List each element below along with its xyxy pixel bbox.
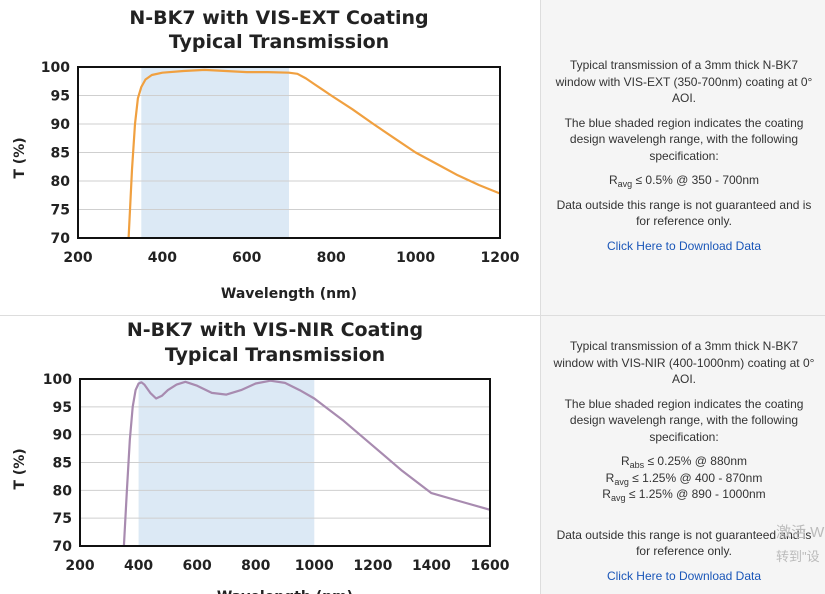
plot-frame	[77, 66, 501, 239]
chart-subtitle: Typical Transmission	[169, 31, 389, 53]
x-tick-label: 1600	[471, 558, 510, 574]
y-axis-label: T (%)	[12, 137, 28, 178]
x-tick-label: 200	[65, 558, 94, 574]
x-tick-label: 400	[148, 250, 177, 266]
description-shading-note: The blue shaded region indicates the coa…	[564, 115, 804, 163]
spec-subscript: avg	[617, 179, 633, 189]
y-tick-label: 85	[53, 456, 72, 472]
spec-line: Rabs ≤ 0.25% @ 880nm	[549, 453, 819, 470]
y-tick-label: 70	[53, 539, 73, 555]
spec-line: Ravg ≤ 1.25% @ 890 - 1000nm	[549, 486, 819, 503]
y-tick-label: 90	[53, 428, 73, 444]
x-tick-label: 600	[183, 558, 212, 574]
y-tick-label: 80	[53, 483, 73, 499]
y-tick-label: 85	[51, 146, 70, 162]
chart-row-vis-ext: N-BK7 with VIS-EXT Coating Typical Transm…	[0, 0, 825, 316]
x-tick-label: 1400	[412, 558, 451, 574]
description-intro: Typical transmission of a 3mm thick N-BK…	[555, 58, 813, 105]
x-tick-label: 1200	[481, 250, 520, 266]
x-tick-label: 1000	[396, 250, 435, 266]
y-tick-label: 80	[51, 174, 71, 190]
description-disclaimer: Data outside this range is not guarantee…	[556, 197, 812, 229]
x-tick-label: 1000	[295, 558, 334, 574]
watermark-line-2: 转到"设	[776, 549, 820, 564]
x-tick-label: 400	[124, 558, 153, 574]
y-tick-label: 90	[51, 117, 71, 133]
download-data-link[interactable]: Click Here to Download Data	[606, 238, 762, 253]
y-tick-label: 100	[41, 60, 70, 76]
x-axis-label: Wavelength (nm)	[221, 286, 357, 302]
chart-row-vis-nir: N-BK7 with VIS-NIR Coating Typical Transm…	[0, 316, 825, 594]
spec-line: Ravg ≤ 1.25% @ 400 - 870nm	[549, 470, 819, 487]
description-intro: Typical transmission of a 3mm thick N-BK…	[553, 339, 815, 386]
spec-value: ≤ 1.25% @ 890 - 1000nm	[628, 487, 766, 501]
spec-symbol: R	[605, 470, 615, 485]
spec-subscript: avg	[610, 493, 626, 503]
chart-cell-vis-ext: N-BK7 with VIS-EXT Coating Typical Transm…	[0, 0, 540, 316]
vis-nir-transmission-chart: N-BK7 with VIS-NIR Coating Typical Transm…	[12, 319, 510, 594]
download-data-link[interactable]: Click Here to Download Data	[606, 568, 762, 583]
y-tick-label: 75	[53, 511, 72, 527]
y-axis-label: T (%)	[12, 448, 28, 489]
description-text-vis-ext: Typical transmission of a 3mm thick N-BK…	[549, 57, 819, 262]
chart-cell-vis-nir: N-BK7 with VIS-NIR Coating Typical Transm…	[0, 316, 540, 594]
y-tick-label: 75	[51, 203, 70, 219]
row-divider	[0, 315, 825, 316]
spec-subscript: avg	[614, 476, 629, 487]
x-tick-label: 800	[317, 250, 346, 266]
x-tick-label: 800	[241, 558, 270, 574]
x-tick-label: 600	[232, 250, 261, 266]
spec-line: Ravg ≤ 0.5% @ 350 - 700nm	[549, 172, 819, 189]
spec-value: ≤ 1.25% @ 400 - 870nm	[632, 470, 763, 485]
watermark-line-1: 激活 W	[776, 524, 825, 541]
chart-title: N-BK7 with VIS-NIR Coating	[127, 319, 423, 341]
description-disclaimer: Data outside this range is not guarantee…	[556, 527, 812, 559]
x-tick-label: 1200	[353, 558, 392, 574]
spec-subscript: abs	[629, 460, 645, 470]
plot-frame	[79, 378, 491, 547]
transmission-series-line	[122, 379, 490, 546]
spec-symbol: R	[620, 454, 630, 468]
x-tick-label: 200	[63, 250, 92, 266]
spec-symbol: R	[608, 173, 618, 187]
y-tick-label: 100	[43, 372, 72, 388]
y-tick-label: 95	[51, 89, 70, 105]
x-axis-label: Wavelength (nm)	[217, 589, 353, 594]
spec-value: ≤ 0.25% @ 880nm	[647, 454, 748, 468]
description-shading-note: The blue shaded region indicates the coa…	[564, 396, 804, 444]
description-panel-vis-ext: Typical transmission of a 3mm thick N-BK…	[540, 0, 825, 316]
spec-value: ≤ 0.5% @ 350 - 700nm	[635, 173, 760, 187]
y-tick-label: 95	[53, 400, 72, 416]
description-text-vis-nir: Typical transmission of a 3mm thick N-BK…	[549, 338, 819, 592]
chart-subtitle: Typical Transmission	[165, 344, 385, 366]
y-tick-label: 70	[51, 231, 71, 247]
chart-title: N-BK7 with VIS-EXT Coating	[129, 7, 428, 29]
transmission-series-line	[127, 68, 500, 238]
spec-symbol: R	[602, 487, 611, 501]
description-panel-vis-nir: Typical transmission of a 3mm thick N-BK…	[540, 316, 825, 594]
